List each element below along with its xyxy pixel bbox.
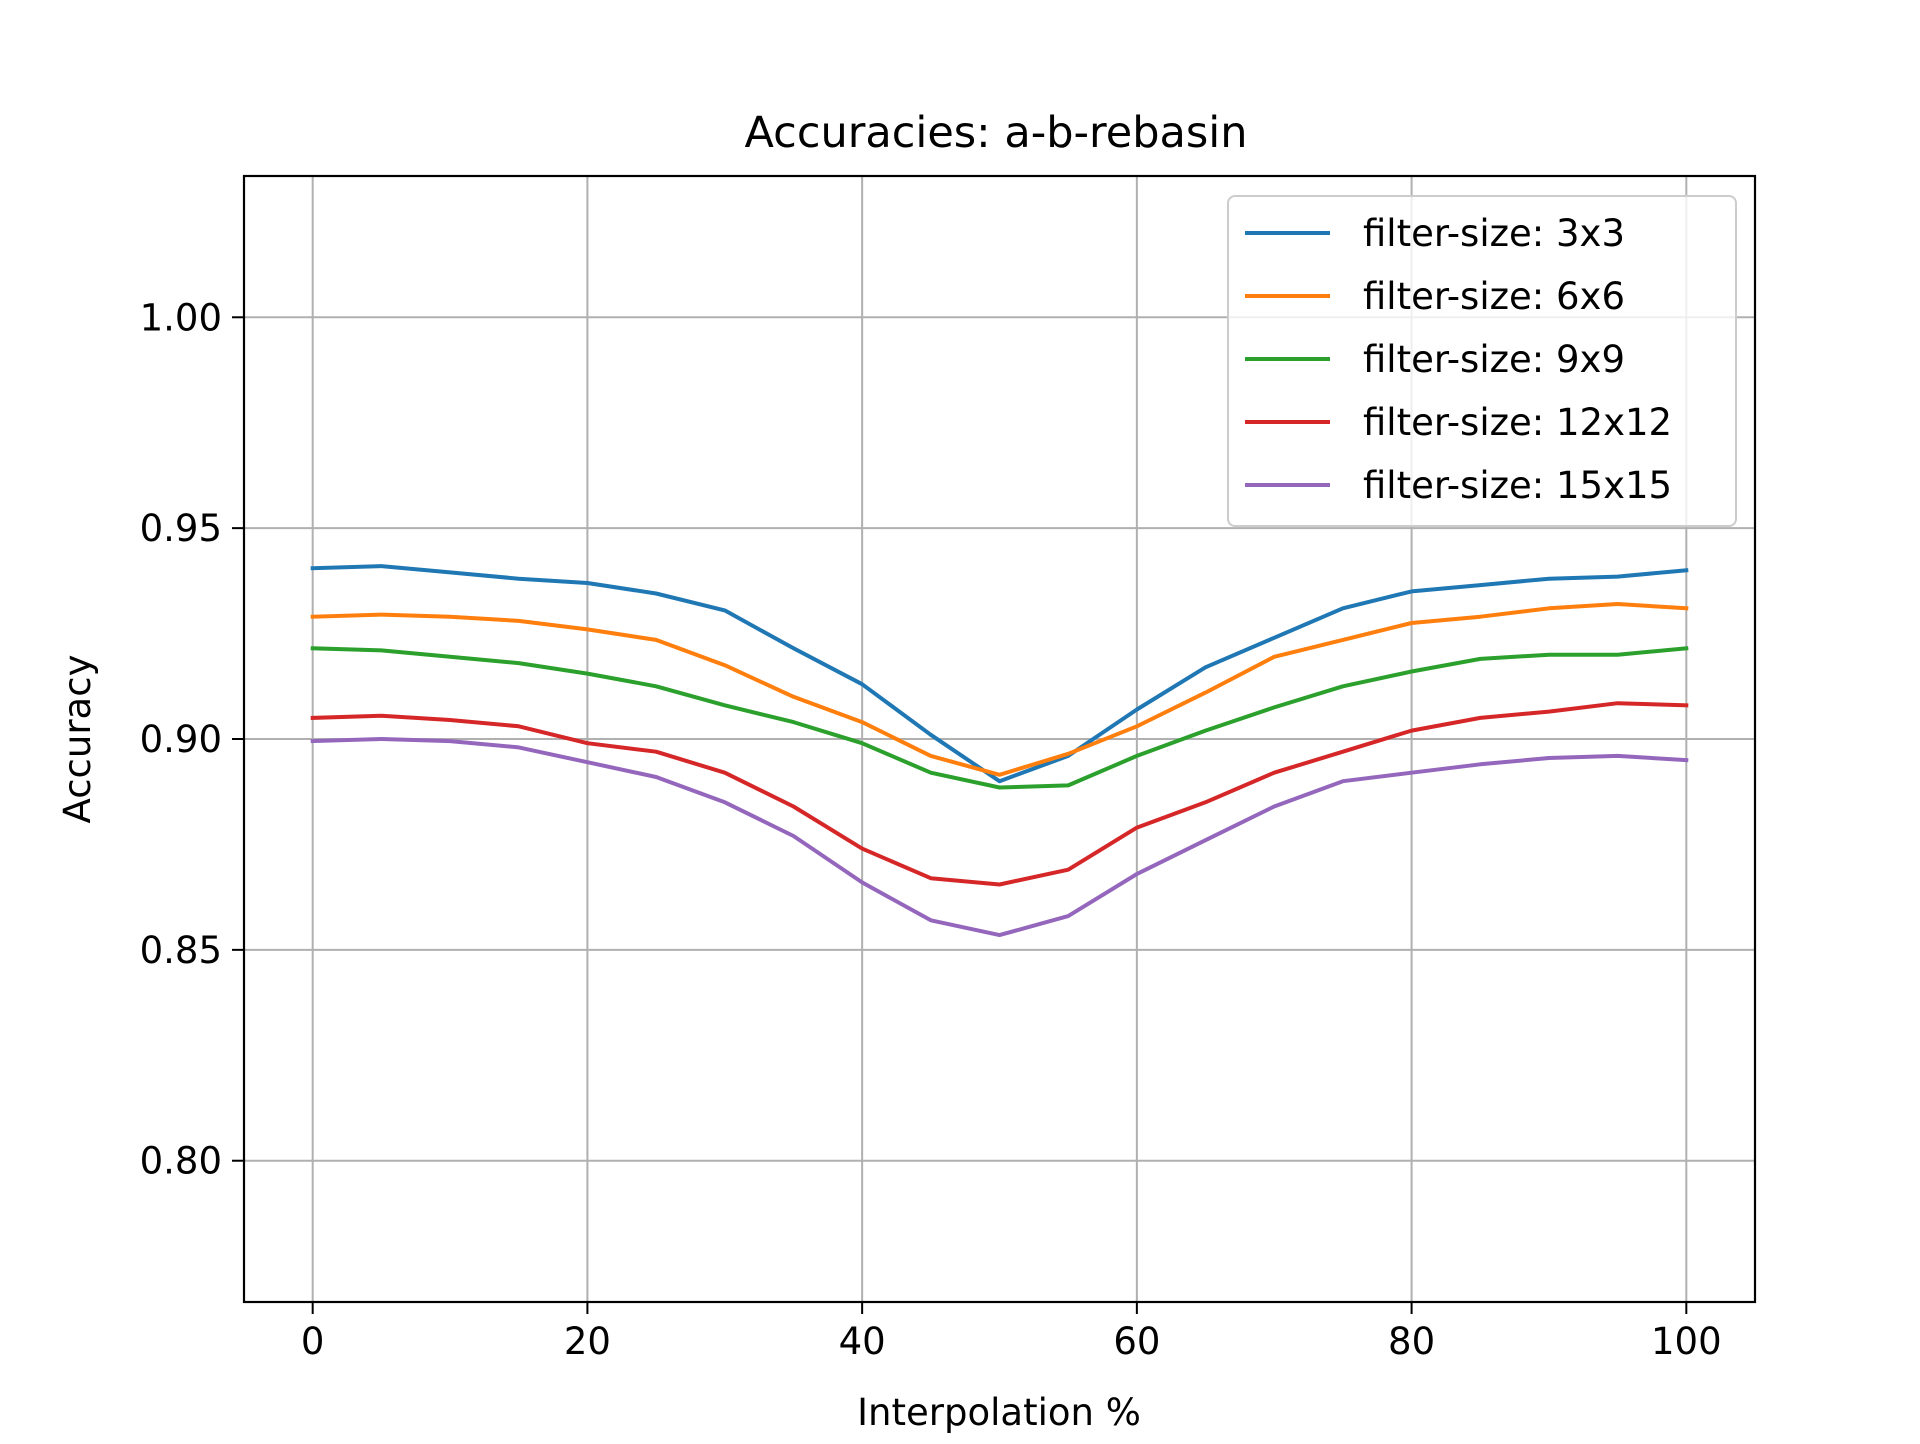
legend-box (1227, 195, 1737, 527)
series-line-3 (310, 646, 1689, 790)
y-axis: 0.80 0.85 0.90 0.95 1.00 (140, 296, 244, 1183)
series-line-2 (310, 602, 1689, 777)
plot-lines (310, 564, 1689, 938)
y-tick-label: 0.80 (140, 1140, 222, 1183)
x-tick-label: 80 (1388, 1320, 1435, 1363)
legend-label-3: filter-size: 9x9 (1363, 338, 1625, 381)
legend: filter-size: 3x3 filter-size: 6x6 filter-s… (1227, 195, 1737, 527)
legend-label-1: filter-size: 3x3 (1363, 212, 1625, 255)
x-tick-label: 20 (564, 1320, 611, 1363)
y-tick-label: 1.00 (140, 296, 222, 339)
y-tick-label: 0.90 (140, 718, 222, 761)
y-tick-label: 0.95 (140, 507, 222, 550)
series-line-5 (310, 737, 1689, 938)
x-tick-label: 100 (1651, 1320, 1722, 1363)
x-tick-label: 0 (301, 1320, 325, 1363)
y-axis-label: Accuracy (56, 655, 99, 824)
chart-title: Accuracies: a-b-rebasin (745, 108, 1248, 158)
x-tick-label: 60 (1113, 1320, 1160, 1363)
legend-label-2: filter-size: 6x6 (1363, 275, 1625, 318)
series-line-1 (310, 564, 1689, 784)
x-tick-label: 40 (839, 1320, 886, 1363)
series-line-4 (310, 701, 1689, 887)
y-tick-label: 0.85 (140, 929, 222, 972)
legend-label-5: filter-size: 15x15 (1363, 464, 1672, 507)
x-axis-label: Interpolation % (857, 1391, 1141, 1434)
legend-label-4: filter-size: 12x12 (1363, 401, 1672, 444)
x-axis: 0 20 40 60 80 100 (301, 1302, 1722, 1363)
